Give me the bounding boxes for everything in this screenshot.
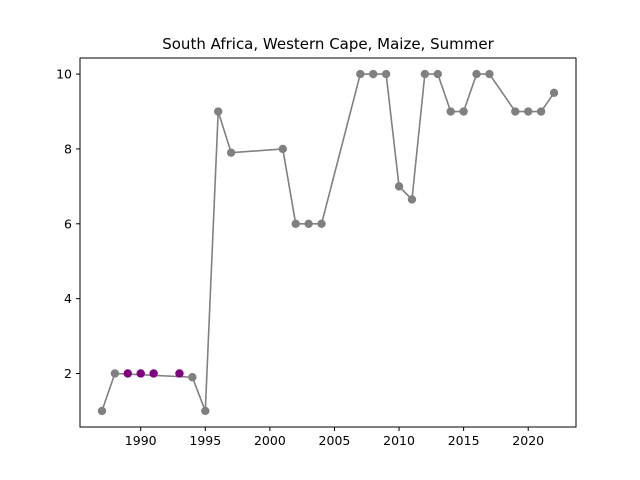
- data-point: [369, 69, 378, 79]
- x-tick-label: 2005: [319, 433, 351, 448]
- data-point: [304, 219, 313, 228]
- highlighted-data-point: [175, 369, 184, 378]
- data-point: [524, 107, 533, 116]
- y-tick-label: 2: [64, 366, 72, 381]
- x-tick-label: 2020: [512, 433, 544, 448]
- y-tick-label: 6: [64, 216, 72, 231]
- highlighted-data-point: [149, 369, 158, 378]
- data-point: [110, 369, 120, 378]
- data-point: [446, 107, 455, 116]
- highlighted-data-point: [123, 369, 132, 378]
- data-point: [472, 69, 481, 79]
- x-tick-label: 2010: [383, 433, 415, 448]
- data-point: [433, 69, 442, 79]
- x-tick-label: 1990: [125, 433, 157, 448]
- data-point: [407, 195, 417, 204]
- y-tick-label: 8: [64, 141, 72, 156]
- data-point: [536, 107, 546, 116]
- data-point: [394, 182, 404, 191]
- data-point: [511, 107, 520, 116]
- plot-frame: [79, 57, 577, 428]
- y-tick-label: 4: [64, 291, 72, 306]
- x-tick-label: 1995: [189, 433, 221, 448]
- data-point: [356, 69, 365, 79]
- data-point: [381, 69, 391, 79]
- axes: 1990 1995 2000 2005 2010 2015 2020 2 4 6 8 10: [56, 67, 544, 448]
- data-point: [317, 219, 326, 228]
- highlighted-data-point: [136, 369, 145, 378]
- data-point: [97, 406, 107, 416]
- plot-area: [97, 69, 559, 416]
- data-point: [291, 219, 300, 228]
- data-point: [485, 69, 494, 79]
- data-point: [226, 148, 236, 157]
- data-point: [188, 373, 197, 382]
- x-tick-label: 2000: [254, 433, 286, 448]
- data-point: [420, 69, 430, 79]
- data-point: [278, 144, 287, 154]
- x-tick-label: 2015: [448, 433, 480, 448]
- y-tick-label: 10: [56, 67, 72, 82]
- data-point: [459, 107, 468, 116]
- data-point: [549, 88, 559, 98]
- data-point: [214, 107, 223, 116]
- chart-title: South Africa, Western Cape, Maize, Summe…: [162, 35, 494, 53]
- data-point: [201, 406, 210, 416]
